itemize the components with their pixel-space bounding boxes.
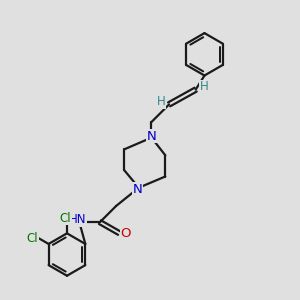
- Text: Cl: Cl: [60, 212, 71, 225]
- Text: HN: HN: [69, 213, 87, 226]
- Text: N: N: [147, 130, 156, 143]
- Text: N: N: [133, 183, 142, 196]
- Text: H: H: [157, 95, 165, 108]
- Text: H: H: [200, 80, 208, 93]
- Text: Cl: Cl: [27, 232, 38, 245]
- Text: O: O: [120, 226, 131, 239]
